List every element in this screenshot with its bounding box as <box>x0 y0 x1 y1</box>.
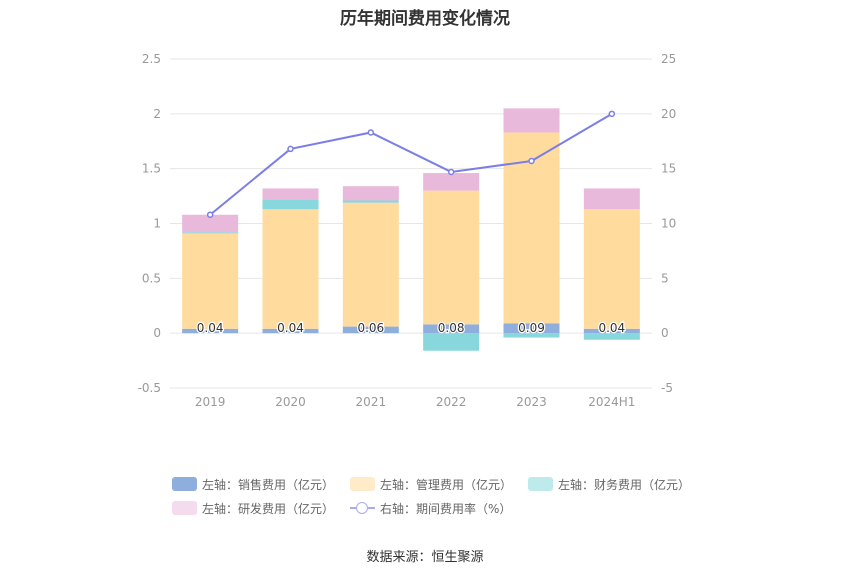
bar-admin <box>583 209 640 329</box>
bar-finance <box>583 333 640 340</box>
data-label: 0.04 <box>598 321 625 335</box>
legend-row-2: 左轴：研发费用（亿元） 右轴：期间费用率（%） <box>172 496 712 520</box>
bar-rnd <box>503 108 560 133</box>
bar-rnd <box>182 214 239 233</box>
bar-finance <box>262 199 319 210</box>
bar-finance <box>503 333 560 338</box>
legend-item-rate[interactable]: 右轴：期间费用率（%） <box>350 500 511 517</box>
rate-point <box>206 211 214 218</box>
right-tick-label: 5 <box>661 271 669 285</box>
legend-label-rate: 右轴：期间费用率（%） <box>380 501 512 516</box>
bar-sales <box>182 328 239 334</box>
rate-point <box>447 168 455 176</box>
bar-sales <box>583 328 640 334</box>
data-label: 0.09 <box>518 321 545 335</box>
legend-label-sales: 左轴：销售费用（亿元） <box>202 477 335 492</box>
legend-swatch-rate <box>350 501 376 515</box>
legend-label-finance: 左轴：财务费用（亿元） <box>558 477 691 492</box>
left-tick-label: 2 <box>153 107 161 121</box>
data-label: 0.08 <box>438 321 465 335</box>
right-tick-label: 25 <box>661 52 676 66</box>
legend-item-rnd[interactable]: 左轴：研发费用（亿元） <box>172 500 334 517</box>
legend-row-1: 左轴：销售费用（亿元） 左轴：管理费用（亿元） 左轴：财务费用（亿元） <box>172 472 712 496</box>
x-tick-label: 2021 <box>356 395 387 409</box>
bar-sales <box>262 328 319 334</box>
right-tick-label: 0 <box>661 326 669 340</box>
right-tick-label: 10 <box>661 217 676 231</box>
left-tick-label: 0 <box>153 326 161 340</box>
legend-swatch-sales <box>172 477 197 491</box>
right-tick-label: -5 <box>661 381 673 395</box>
bar-finance <box>342 200 399 203</box>
bar-finance <box>182 232 239 234</box>
bar-rnd <box>583 188 640 210</box>
left-tick-label: 2.5 <box>142 52 161 66</box>
rate-point <box>608 110 616 118</box>
legend-label-admin: 左轴：管理费用（亿元） <box>380 477 513 492</box>
legend-item-admin[interactable]: 左轴：管理费用（亿元） <box>350 476 512 493</box>
x-tick-label: 2020 <box>275 395 306 409</box>
legend-swatch-finance <box>528 477 554 491</box>
rate-point <box>287 145 294 153</box>
legend-swatch-rnd <box>172 501 197 515</box>
legend-item-finance[interactable]: 左轴：财务费用（亿元） <box>528 476 690 493</box>
x-tick-label: 2019 <box>195 395 226 409</box>
bar-sales <box>342 326 399 334</box>
bar-rnd <box>423 173 480 191</box>
bar-admin <box>423 190 480 325</box>
left-tick-label: -0.5 <box>138 381 161 395</box>
bar-admin <box>262 209 319 329</box>
legend-label-rnd: 左轴：研发费用（亿元） <box>202 501 335 516</box>
left-tick-label: 1 <box>153 217 161 231</box>
x-tick-label: 2022 <box>436 395 467 409</box>
left-tick-label: 1.5 <box>142 162 161 176</box>
rate-point <box>367 129 375 136</box>
bar-sales <box>423 324 480 334</box>
rate-line <box>209 112 613 216</box>
legend-item-sales[interactable]: 左轴：销售费用（亿元） <box>172 476 334 493</box>
bar-sales <box>503 323 560 334</box>
data-label: 0.04 <box>277 321 304 335</box>
bar-rnd <box>262 188 319 200</box>
left-tick-label: 0.5 <box>142 271 161 285</box>
bar-rnd <box>342 186 399 201</box>
data-label: 0.04 <box>197 321 224 335</box>
source-note: 数据来源：恒生聚源 <box>366 550 484 565</box>
legend: 左轴：销售费用（亿元） 左轴：管理费用（亿元） 左轴：财务费用（亿元） 左轴：研… <box>172 472 712 520</box>
bar-admin <box>342 202 399 327</box>
x-tick-label: 2024H1 <box>588 395 635 409</box>
data-label: 0.06 <box>357 321 384 335</box>
chart-title: 历年期间费用变化情况 <box>340 9 510 29</box>
right-tick-label: 20 <box>661 107 676 121</box>
legend-swatch-admin <box>350 477 376 491</box>
bar-admin <box>182 233 239 329</box>
x-tick-label: 2023 <box>516 395 547 409</box>
right-tick-label: 15 <box>661 162 676 176</box>
bar-finance <box>423 333 480 351</box>
rate-point <box>528 157 535 165</box>
